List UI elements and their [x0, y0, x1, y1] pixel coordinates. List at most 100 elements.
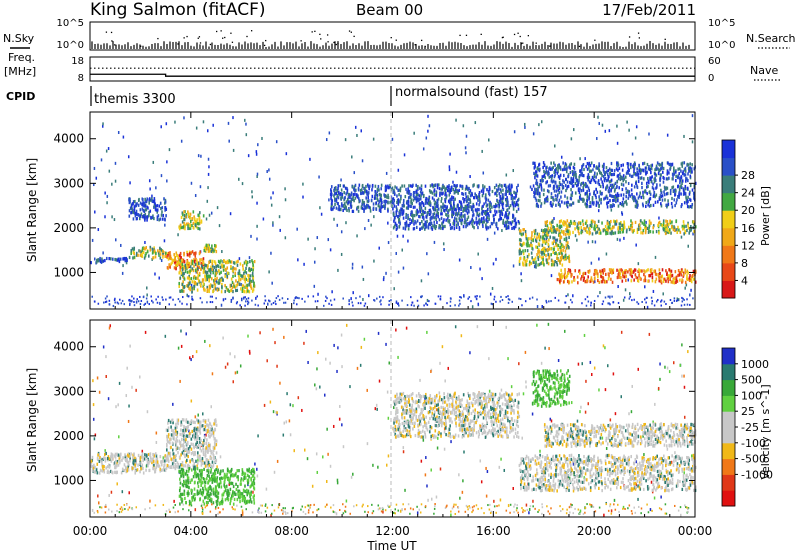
noise-search-dot — [335, 43, 337, 46]
ground-scatter-mark — [548, 300, 550, 303]
scatter-mark — [512, 169, 515, 173]
echo-cell — [666, 172, 669, 176]
echo-cell — [470, 207, 473, 212]
echo-cell — [488, 188, 491, 192]
scatter-mark — [200, 154, 202, 158]
echo-cell — [614, 220, 617, 224]
echo-cell — [608, 274, 610, 278]
scatter-mark — [598, 257, 600, 261]
echo-cell — [466, 211, 469, 215]
echo-cell — [693, 185, 696, 190]
echo-cell — [118, 259, 121, 264]
echo-cell — [582, 278, 585, 282]
ground-scatter-mark — [507, 295, 509, 298]
echo-cell — [535, 181, 537, 185]
echo-cell — [508, 187, 511, 191]
echo-cell — [138, 197, 140, 202]
echo-cell — [633, 185, 636, 189]
echo-cell — [150, 215, 152, 220]
echo-cell — [162, 253, 164, 257]
echo-cell — [415, 221, 417, 225]
echo-cell — [653, 191, 656, 195]
ground-scatter-mark — [490, 302, 493, 305]
echo-cell — [563, 273, 566, 277]
echo-cell — [645, 172, 647, 176]
echo-cell — [159, 217, 162, 221]
echo-cell — [656, 161, 659, 165]
echo-cell — [560, 235, 563, 239]
echo-cell — [620, 268, 623, 272]
echo-cell — [644, 231, 647, 235]
scatter-mark — [376, 193, 379, 197]
echo-cell — [149, 209, 152, 213]
echo-cell — [180, 215, 183, 220]
echo-cell — [448, 184, 450, 188]
scatter-mark — [580, 405, 582, 409]
echo-cell — [620, 182, 623, 186]
echo-cell — [590, 169, 593, 173]
echo-cell — [547, 228, 549, 232]
echo-cell — [415, 213, 418, 217]
ground-scatter-mark — [140, 299, 143, 302]
echo-cell — [335, 206, 338, 210]
echo-cell — [445, 207, 447, 211]
echo-cell — [645, 181, 648, 185]
echo-cell — [535, 245, 537, 249]
echo-cell — [606, 231, 609, 235]
ground-scatter-mark — [507, 301, 510, 304]
echo-cell — [465, 185, 468, 189]
ground-scatter-mark — [191, 295, 193, 298]
scatter-mark — [210, 405, 212, 409]
echo-cell — [463, 207, 466, 211]
ground-scatter-mark — [241, 299, 243, 302]
echo-cell — [248, 280, 251, 284]
echo-cell — [424, 184, 427, 188]
echo-cell — [549, 167, 552, 171]
echo-cell — [362, 191, 364, 195]
echo-cell — [182, 264, 184, 268]
scatter-mark — [245, 133, 248, 137]
scatter-mark — [367, 218, 370, 222]
echo-cell — [660, 223, 662, 227]
echo-cell — [690, 280, 693, 284]
echo-cell — [537, 249, 539, 253]
echo-cell — [367, 184, 370, 188]
echo-cell — [554, 194, 557, 198]
echo-cell — [497, 227, 499, 231]
echo-cell — [183, 285, 185, 289]
scatter-mark — [261, 136, 263, 140]
echo-cell — [666, 186, 669, 190]
freq-panel: Freq. [MHz] 18 8 60 0 Nave — [4, 51, 780, 84]
echo-cell — [141, 254, 144, 259]
echo-cell — [611, 168, 613, 173]
echo-cell — [399, 200, 401, 204]
echo-cell — [510, 196, 513, 201]
echo-cell — [407, 203, 410, 208]
scatter-mark — [488, 138, 490, 142]
scatter-mark — [587, 463, 589, 467]
echo-cell — [468, 210, 470, 214]
echo-cell — [433, 207, 436, 212]
scatter-mark — [401, 248, 404, 252]
ground-scatter-mark — [557, 299, 560, 302]
echo-cell — [538, 185, 541, 189]
echo-cell — [159, 246, 161, 250]
echo-cell — [198, 222, 200, 226]
echo-cell — [565, 246, 568, 250]
echo-cell — [186, 265, 189, 269]
echo-cell — [681, 179, 684, 183]
scatter-mark — [256, 474, 259, 478]
scatter-mark — [513, 130, 516, 134]
echo-cell — [592, 219, 594, 223]
echo-cell — [658, 220, 661, 224]
ground-scatter-mark — [597, 295, 599, 298]
echo-cell — [548, 256, 550, 260]
scatter-mark — [448, 168, 451, 172]
echo-cell — [634, 199, 637, 203]
echo-cell — [659, 194, 662, 198]
echo-cell — [669, 221, 672, 225]
scatter-mark — [427, 129, 429, 133]
echo-cell — [604, 187, 607, 191]
echo-cell — [638, 274, 640, 278]
echo-cell — [549, 202, 552, 206]
